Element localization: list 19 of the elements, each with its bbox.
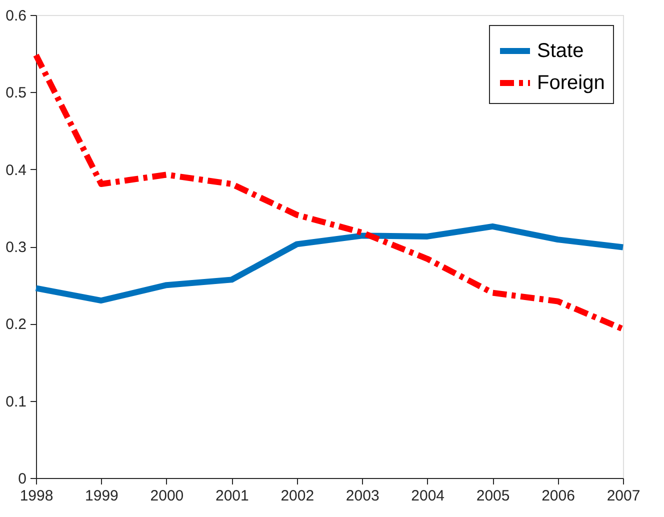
y-tick-label: 0.6 [6, 8, 26, 24]
x-tick-label: 2001 [215, 488, 249, 504]
y-tick-label: 0.2 [6, 316, 26, 334]
y-tick-label: 0.4 [6, 162, 26, 179]
x-tick-label: 2006 [542, 488, 575, 504]
y-tick-label: 0 [18, 470, 26, 488]
x-tick-label: 2003 [346, 488, 380, 504]
y-tick-label: 0.3 [6, 239, 26, 256]
legend-label: State [537, 40, 584, 62]
x-tick-label: 2004 [411, 488, 445, 504]
x-tick-label: 2000 [150, 488, 184, 504]
x-tick-label: 2002 [280, 488, 314, 504]
y-tick-label: 0.1 [6, 393, 26, 410]
y-tick-label: 0.5 [6, 84, 26, 102]
x-tick-label: 2007 [606, 488, 640, 504]
x-tick-label: 2005 [476, 488, 510, 504]
x-tick-label: 1999 [85, 488, 118, 504]
legend-label: Foreign [537, 72, 605, 94]
x-tick-label: 1998 [20, 488, 54, 504]
